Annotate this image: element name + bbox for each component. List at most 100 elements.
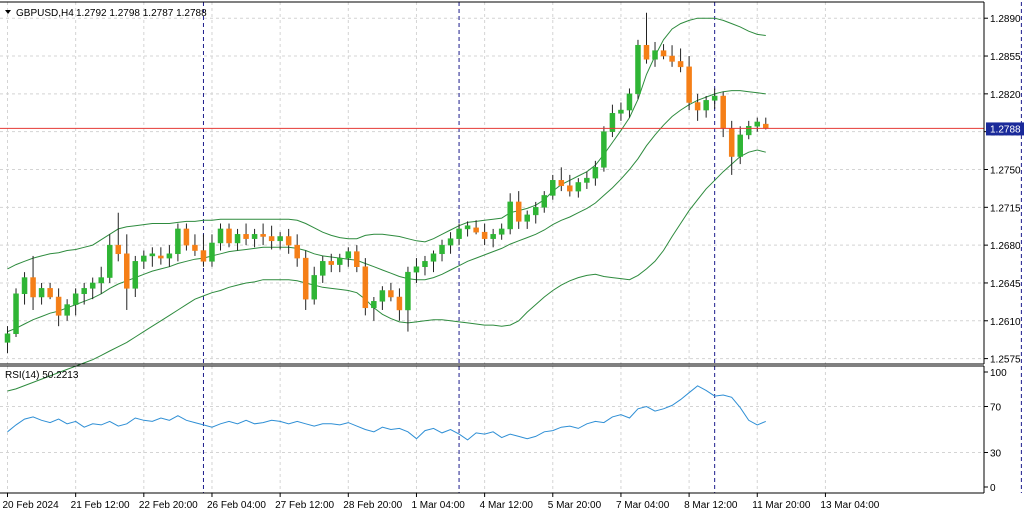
candle[interactable] [550,174,556,200]
candle[interactable] [183,223,190,251]
candle[interactable] [456,223,462,246]
candle[interactable] [481,223,488,246]
candle[interactable] [268,225,275,250]
candle[interactable] [515,191,522,229]
candle[interactable] [200,234,207,267]
candle[interactable] [694,93,701,121]
candle[interactable] [328,253,335,273]
candle[interactable] [141,250,147,269]
candle[interactable] [754,117,761,132]
candlesticks[interactable] [4,12,769,354]
candle[interactable] [234,228,241,251]
candle[interactable] [13,288,19,337]
candle[interactable] [371,297,377,321]
candle[interactable] [567,174,573,197]
candle[interactable] [532,201,539,224]
candle[interactable] [558,167,565,192]
candle[interactable] [652,41,658,67]
candle[interactable] [677,48,684,73]
candle[interactable] [311,266,317,305]
candle[interactable] [4,326,11,354]
candle[interactable] [354,245,360,273]
candle[interactable] [430,250,437,273]
candle[interactable] [601,126,607,172]
candle-body [464,225,471,230]
candle[interactable] [149,247,156,267]
candle[interactable] [277,232,283,250]
candle[interactable] [226,223,232,248]
candle-body [285,236,292,246]
candle[interactable] [38,282,45,305]
candle[interactable] [575,178,582,198]
candle[interactable] [660,44,667,60]
candle[interactable] [243,223,249,246]
candle[interactable] [618,102,624,121]
candle[interactable] [745,120,752,140]
candle[interactable] [362,258,369,316]
candle[interactable] [175,223,181,262]
collapse-triangle-icon[interactable] [5,10,11,14]
candle[interactable] [711,88,718,109]
candle[interactable] [30,255,36,310]
candle[interactable] [192,234,198,256]
candle[interactable] [524,210,530,229]
candle[interactable] [541,191,548,213]
symbol-header[interactable]: GBPUSD,H4 1.2792 1.2798 1.2787 1.2788 [5,8,207,19]
candle[interactable] [490,228,496,248]
candle[interactable] [251,228,258,248]
candle[interactable] [124,234,130,310]
candle[interactable] [115,212,122,262]
candle[interactable] [285,228,292,254]
candle[interactable] [584,171,590,189]
candle[interactable] [337,253,343,273]
candle[interactable] [21,272,28,305]
candle[interactable] [592,160,599,186]
candle[interactable] [439,239,445,262]
candle[interactable] [294,234,300,267]
candle[interactable] [737,126,743,165]
candle[interactable] [413,258,420,283]
candle-body [277,236,283,242]
candle[interactable] [302,250,309,310]
candle[interactable] [388,282,394,302]
candle[interactable] [447,232,454,254]
candle[interactable] [405,266,411,332]
candle[interactable] [396,288,403,321]
candle[interactable] [319,255,326,283]
candle[interactable] [379,286,386,310]
candle[interactable] [473,220,479,235]
candle[interactable] [686,56,692,111]
candle[interactable] [260,223,266,246]
candle[interactable] [81,282,87,305]
candle-body [694,102,701,111]
candle-body [601,131,607,168]
candle[interactable] [47,282,53,300]
candle[interactable] [422,255,428,276]
candle[interactable] [626,88,633,118]
candle[interactable] [498,223,505,240]
candle[interactable] [507,193,513,235]
time-tick-label: 26 Feb 04:00 [207,500,266,511]
candle[interactable] [166,245,173,267]
candle[interactable] [89,277,96,300]
candle[interactable] [158,247,164,265]
candle[interactable] [635,39,641,100]
candle[interactable] [55,288,62,327]
candle[interactable] [464,221,471,237]
candle[interactable] [209,234,215,267]
candle[interactable] [609,104,616,138]
candle[interactable] [643,12,650,64]
candle[interactable] [72,288,79,316]
candle[interactable] [217,223,224,251]
grid-lines [0,2,984,493]
candle-body [677,61,684,68]
candle[interactable] [98,266,104,294]
candle[interactable] [132,255,139,298]
candle[interactable] [703,96,709,118]
candle[interactable] [64,299,70,321]
candle[interactable] [106,234,113,283]
candle[interactable] [345,247,352,267]
candle-body [626,93,633,111]
candle[interactable] [669,45,675,67]
